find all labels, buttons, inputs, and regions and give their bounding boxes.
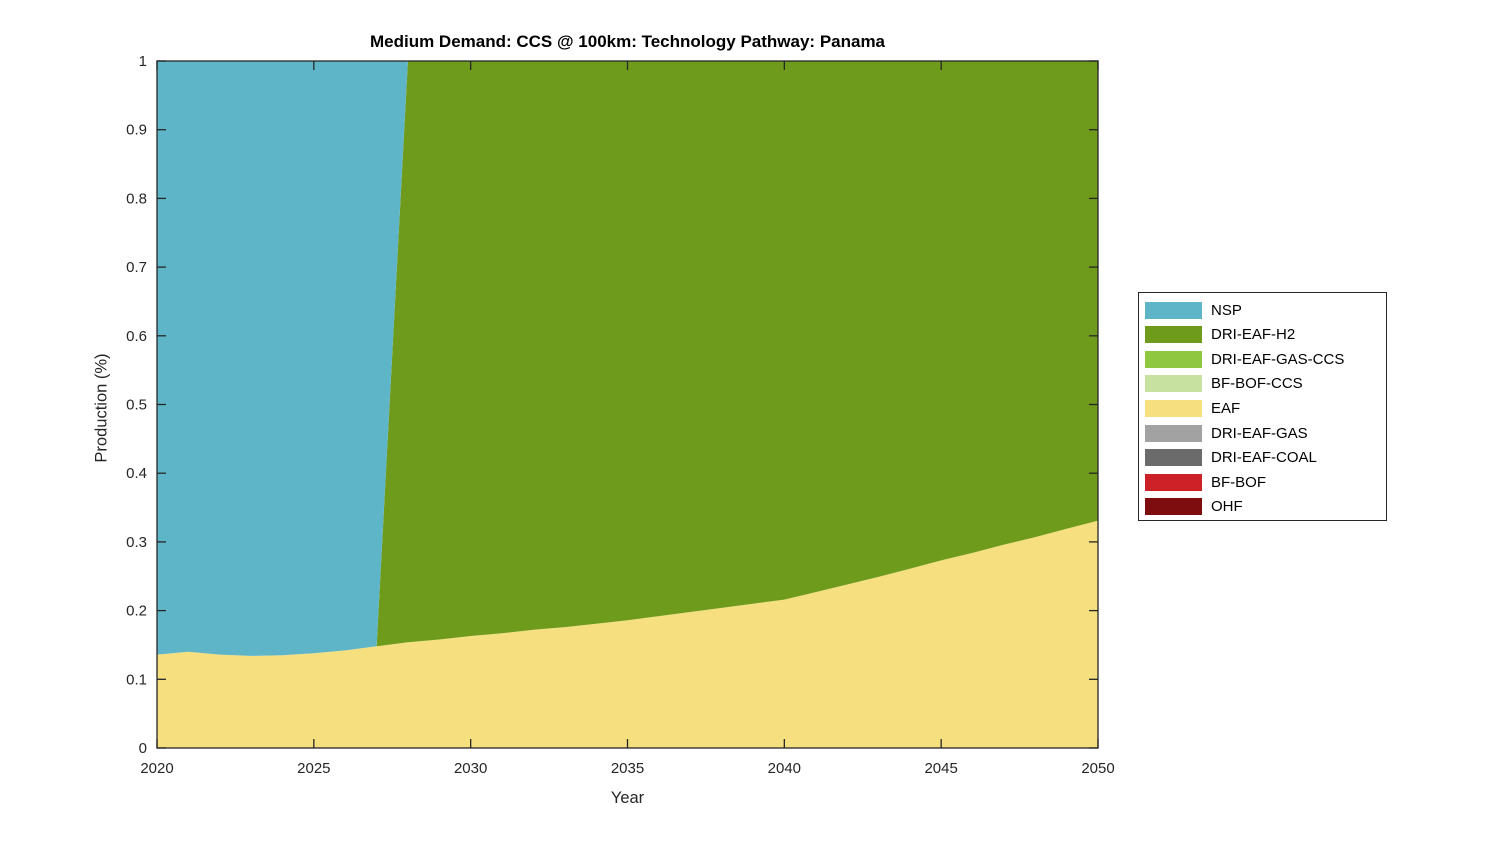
- legend-item: DRI-EAF-H2: [1145, 323, 1386, 348]
- legend-swatch-icon: [1145, 326, 1202, 344]
- legend-label: DRI-EAF-COAL: [1211, 449, 1317, 467]
- y-tick-label: 1: [139, 53, 147, 70]
- legend-item: BF-BOF-CCS: [1145, 372, 1386, 397]
- legend-swatch-icon: [1145, 399, 1202, 417]
- legend-swatch-icon: [1145, 473, 1202, 491]
- area-NSP: [157, 61, 1098, 656]
- y-tick-label: 0.9: [126, 122, 147, 139]
- y-tick-label: 0.1: [126, 671, 147, 688]
- legend-label: BF-BOF: [1211, 473, 1266, 491]
- y-tick-label: 0.3: [126, 534, 147, 551]
- legend-label: DRI-EAF-GAS: [1211, 424, 1308, 442]
- legend-item: NSP: [1145, 298, 1386, 323]
- legend-item: EAF: [1145, 396, 1386, 421]
- legend-label: OHF: [1211, 498, 1243, 516]
- legend-label: BF-BOF-CCS: [1211, 375, 1303, 393]
- legend-item: DRI-EAF-GAS: [1145, 421, 1386, 446]
- legend-label: EAF: [1211, 399, 1241, 417]
- legend-item: DRI-EAF-GAS-CCS: [1145, 347, 1386, 372]
- y-tick-label: 0.8: [126, 190, 147, 207]
- legend-swatch-icon: [1145, 375, 1202, 393]
- y-tick-label: 0: [139, 740, 147, 757]
- area-EAF: [157, 520, 1098, 748]
- y-tick-label: 0.5: [126, 397, 147, 414]
- x-tick-label: 2030: [454, 760, 487, 777]
- legend-swatch-icon: [1145, 301, 1202, 319]
- x-tick-label: 2035: [611, 760, 644, 777]
- legend-item: BF-BOF: [1145, 470, 1386, 495]
- legend-item: OHF: [1145, 494, 1386, 519]
- y-tick-label: 0.6: [126, 328, 147, 345]
- x-tick-label: 2040: [768, 760, 801, 777]
- x-tick-label: 2050: [1081, 760, 1114, 777]
- legend-item: DRI-EAF-COAL: [1145, 445, 1386, 470]
- x-axis-label: Year: [610, 789, 645, 807]
- legend: NSP DRI-EAF-H2 DRI-EAF-GAS-CCS BF-BOF-CCS EA…: [1138, 292, 1387, 521]
- y-tick-label: 0.7: [126, 259, 147, 276]
- legend-label: DRI-EAF-GAS-CCS: [1211, 350, 1345, 368]
- legend-swatch-icon: [1145, 498, 1202, 516]
- legend-swatch-icon: [1145, 424, 1202, 442]
- y-tick-label: 0.2: [126, 603, 147, 620]
- y-axis-label: Production (%): [92, 353, 111, 463]
- chart-title: Medium Demand: CCS @ 100km: Technology P…: [369, 32, 886, 51]
- legend-swatch-icon: [1145, 449, 1202, 467]
- x-tick-label: 2020: [140, 760, 173, 777]
- legend-swatch-icon: [1145, 350, 1202, 368]
- x-tick-label: 2025: [297, 760, 330, 777]
- y-tick-label: 0.4: [126, 465, 147, 482]
- area-DRI-EAF-H2: [157, 61, 1098, 656]
- legend-label: NSP: [1211, 301, 1242, 319]
- x-tick-label: 2045: [924, 760, 957, 777]
- legend-label: DRI-EAF-H2: [1211, 326, 1296, 344]
